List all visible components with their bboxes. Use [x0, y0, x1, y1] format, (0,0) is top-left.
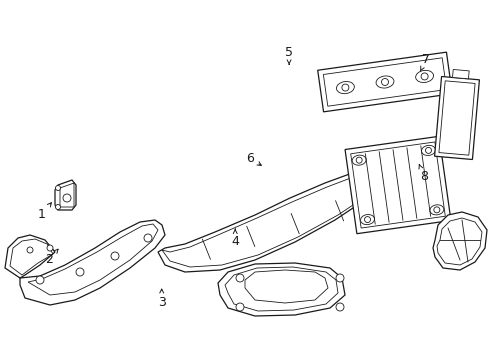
Circle shape	[336, 274, 344, 282]
Circle shape	[144, 234, 152, 242]
Text: 2: 2	[45, 249, 58, 266]
Circle shape	[421, 73, 428, 80]
Circle shape	[342, 84, 349, 91]
Circle shape	[55, 185, 60, 190]
Circle shape	[47, 245, 53, 251]
Text: 8: 8	[419, 165, 428, 183]
Ellipse shape	[337, 81, 354, 94]
Ellipse shape	[421, 145, 436, 156]
Polygon shape	[345, 136, 451, 234]
Text: 4: 4	[231, 229, 239, 248]
Polygon shape	[433, 212, 487, 270]
Circle shape	[76, 268, 84, 276]
Polygon shape	[435, 76, 479, 159]
Polygon shape	[158, 172, 380, 272]
Text: 5: 5	[285, 46, 293, 64]
Polygon shape	[55, 180, 76, 210]
Circle shape	[356, 157, 362, 163]
Circle shape	[55, 204, 60, 210]
Circle shape	[236, 274, 244, 282]
Circle shape	[336, 303, 344, 311]
Circle shape	[434, 207, 440, 213]
Circle shape	[36, 276, 44, 284]
Ellipse shape	[361, 215, 374, 225]
Circle shape	[365, 217, 370, 222]
Circle shape	[63, 194, 71, 202]
Ellipse shape	[430, 205, 444, 215]
Circle shape	[236, 303, 244, 311]
Polygon shape	[218, 263, 345, 316]
Circle shape	[27, 247, 33, 253]
Circle shape	[382, 78, 389, 86]
Circle shape	[111, 252, 119, 260]
Text: 3: 3	[158, 289, 166, 309]
Circle shape	[425, 148, 432, 153]
Polygon shape	[453, 69, 469, 79]
Ellipse shape	[376, 76, 394, 88]
Polygon shape	[20, 220, 165, 305]
Ellipse shape	[416, 70, 434, 82]
Polygon shape	[318, 52, 452, 112]
Text: 1: 1	[38, 203, 51, 221]
Text: 7: 7	[420, 53, 430, 71]
Polygon shape	[5, 235, 55, 278]
Ellipse shape	[352, 155, 366, 165]
Text: 6: 6	[246, 152, 261, 165]
